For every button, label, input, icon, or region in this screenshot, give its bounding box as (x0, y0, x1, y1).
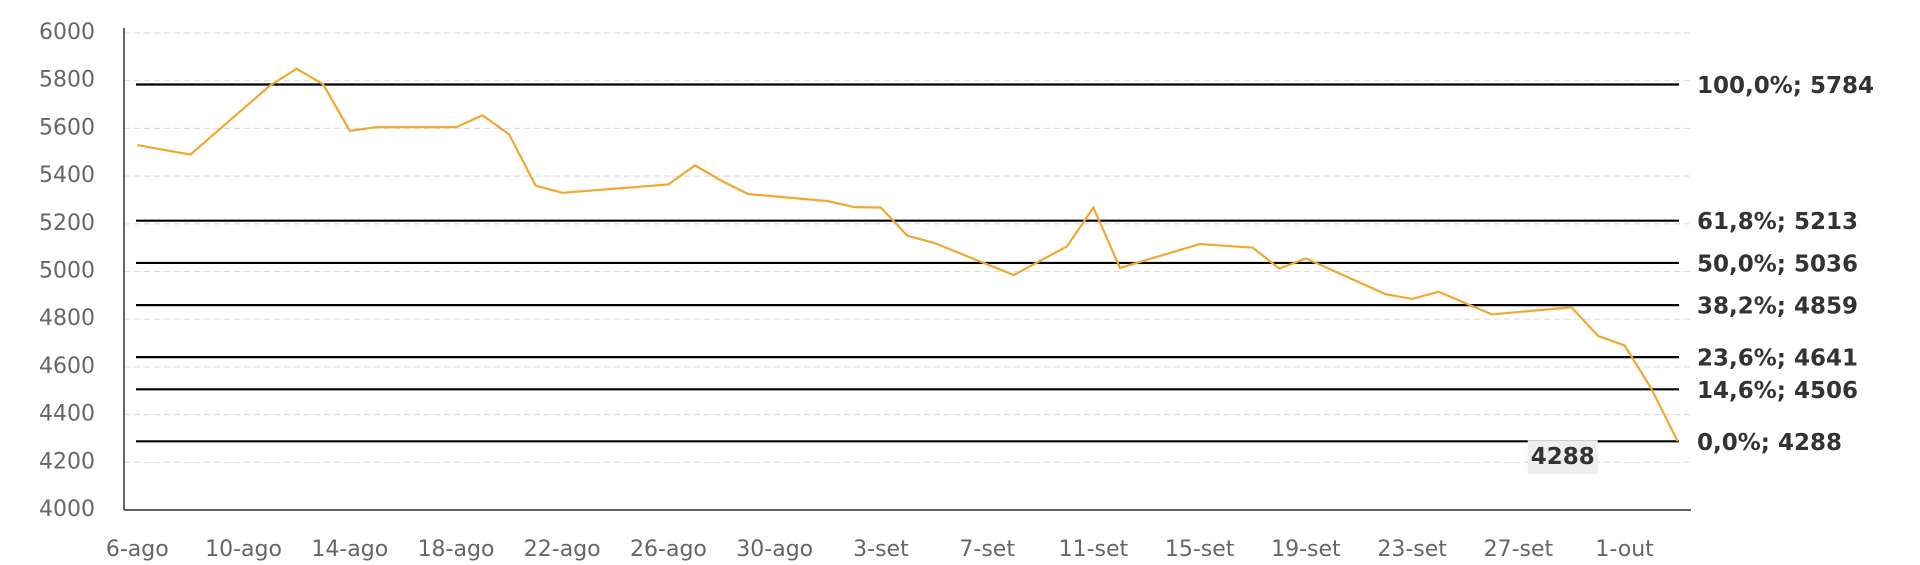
y-tick-label: 5200 (39, 211, 95, 236)
y-tick-label: 4000 (39, 497, 95, 522)
level-label: 61,8%; 5213 (1697, 209, 1858, 235)
x-tick-label: 18-ago (418, 537, 495, 562)
level-label: 14,6%; 4506 (1697, 378, 1858, 404)
x-tick-label: 14-ago (311, 537, 388, 562)
y-tick-label: 6000 (39, 20, 95, 45)
x-tick-label: 30-ago (736, 537, 813, 562)
y-tick-label: 4400 (39, 402, 95, 427)
x-tick-label: 15-set (1165, 537, 1235, 562)
y-tick-label: 5600 (39, 115, 95, 140)
series-line (137, 67, 1679, 442)
level-label: 50,0%; 5036 (1697, 251, 1858, 277)
y-tick-label: 5400 (39, 163, 95, 188)
x-tick-label: 1-out (1595, 537, 1654, 562)
x-tick-label: 23-set (1377, 537, 1447, 562)
level-label: 38,2%; 4859 (1697, 294, 1858, 320)
y-tick-label: 5000 (39, 259, 95, 284)
y-tick-label: 4200 (39, 449, 95, 474)
x-tick-label: 3-set (853, 537, 909, 562)
value-label-bg (1527, 440, 1598, 475)
x-tick-label: 26-ago (630, 537, 707, 562)
x-tick-label: 10-ago (205, 537, 282, 562)
level-label: 100,0%; 5784 (1697, 73, 1874, 99)
x-tick-label: 19-set (1271, 537, 1341, 562)
value-label: 4288 (1531, 444, 1595, 470)
level-label: 23,6%; 4641 (1697, 346, 1858, 372)
x-tick-label: 7-set (959, 537, 1015, 562)
x-tick-label: 22-ago (524, 537, 601, 562)
y-tick-label: 4600 (39, 354, 95, 379)
x-tick-label: 11-set (1059, 537, 1129, 562)
y-tick-label: 4800 (39, 306, 95, 331)
y-tick-label: 5800 (39, 68, 95, 93)
x-tick-label: 6-ago (106, 537, 169, 562)
x-tick-label: 27-set (1484, 537, 1554, 562)
level-label: 0,0%; 4288 (1697, 430, 1842, 456)
